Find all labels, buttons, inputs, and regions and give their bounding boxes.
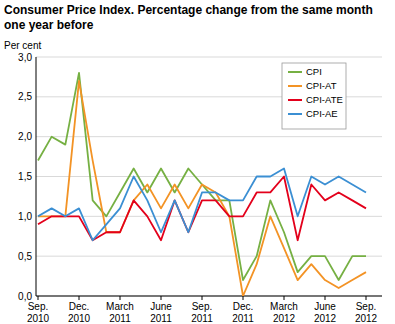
x-axis (36, 296, 382, 297)
y-tick-label: 1,0 (18, 211, 32, 222)
x-tick (202, 296, 203, 300)
grid-line (36, 216, 382, 217)
x-tick-label: March2012 (270, 301, 298, 324)
y-tick-label: 2,5 (18, 91, 32, 102)
x-tick (38, 296, 39, 300)
series-line (38, 169, 366, 241)
x-tick (161, 296, 162, 300)
y-axis (36, 57, 37, 296)
y-label: Per cent (4, 40, 41, 51)
x-tick (284, 296, 285, 300)
x-tick-label: June2011 (150, 301, 172, 324)
grid-line (36, 296, 382, 297)
x-tick-label: Dec.2011 (232, 301, 254, 324)
x-tick (366, 296, 367, 300)
legend-label: CPI (306, 66, 322, 77)
x-tick-label: Dec.2010 (68, 301, 91, 324)
x-tick (79, 296, 80, 300)
y-tick-label: 2,0 (18, 131, 32, 142)
legend-swatch (288, 113, 302, 115)
legend-swatch (288, 85, 302, 87)
x-tick-label: Sep.2011 (191, 301, 213, 324)
x-tick-label: Sep.2012 (355, 301, 378, 324)
legend-label: CPI-AE (306, 108, 338, 119)
grid-line (36, 57, 382, 58)
series-line (38, 81, 366, 296)
y-tick-label: 0,0 (18, 291, 32, 302)
legend-label: CPI-AT (306, 80, 337, 91)
legend (282, 63, 346, 129)
x-tick (120, 296, 121, 300)
y-tick-label: 1,5 (18, 171, 32, 182)
series-line (38, 177, 366, 241)
grid-line (36, 256, 382, 257)
legend-swatch (288, 71, 302, 73)
legend-swatch (288, 99, 302, 101)
title: Consumer Price Index. Percentage change … (4, 3, 389, 33)
grid-line (36, 176, 382, 177)
y-tick-label: 0,5 (18, 251, 32, 262)
x-tick-label: Sep.2010 (27, 301, 50, 324)
x-tick (325, 296, 326, 300)
x-tick-label: June2012 (314, 301, 337, 324)
x-tick (243, 296, 244, 300)
legend-label: CPI-ATE (306, 94, 343, 105)
y-tick-label: 3,0 (18, 52, 32, 63)
x-tick-label: March2011 (106, 301, 134, 324)
series-line (38, 73, 366, 280)
